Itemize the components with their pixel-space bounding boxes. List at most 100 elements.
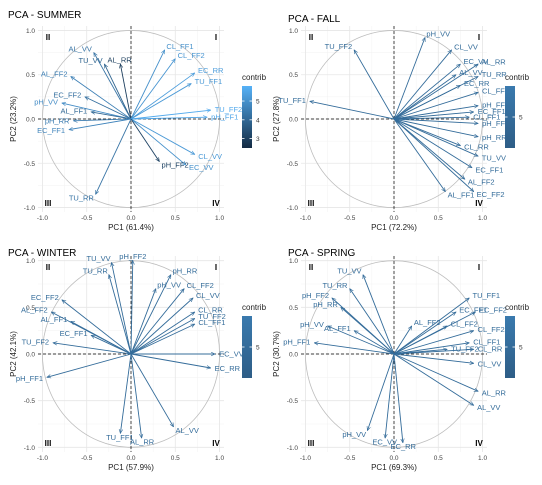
variable-arrow [104, 64, 132, 120]
y-tick-label: 1.0 [289, 28, 298, 35]
variable-arrow [112, 263, 132, 355]
variable-label: TU_VV [78, 56, 102, 65]
variable-label: TU_FF1 [106, 433, 134, 442]
variable-label: AL_RR [481, 57, 506, 66]
variable-label: EC_FF1 [459, 305, 487, 314]
quadrant-label: III [45, 439, 52, 448]
x-axis-title: PC1 (69.3%) [371, 463, 417, 472]
variable-label: CL_VV [198, 152, 222, 161]
variable-arrow [130, 353, 174, 427]
variable-label: EC_FF2 [479, 306, 507, 315]
variable-label: pH_FF2 [482, 119, 509, 128]
variable-arrow [85, 96, 132, 120]
variable-arrow [393, 75, 456, 120]
variable-arrow [130, 323, 195, 355]
variable-label: EC_FF2 [477, 190, 505, 199]
variable-label: TU_FF2 [451, 344, 479, 353]
y-tick-label: -1.0 [287, 445, 299, 452]
x-tick-label: 0.5 [434, 215, 443, 222]
x-tick-label: -0.5 [344, 215, 356, 222]
variable-label: TU_RR [322, 281, 348, 290]
variable-label: CL_FF1 [198, 318, 225, 327]
variable-arrow [393, 325, 447, 355]
quadrant-label: III [308, 439, 315, 448]
variable-label: CL_RR [464, 143, 489, 152]
variable-arrow [393, 38, 425, 120]
y-tick-label: -1.0 [287, 205, 299, 212]
variable-label: pH_VV [157, 280, 181, 289]
x-axis-title: PC1 (61.4%) [108, 223, 154, 232]
variable-label: AL_FF2 [414, 318, 441, 327]
variable-arrow [393, 331, 474, 355]
legend-colorbar [505, 86, 515, 148]
variable-label: TU_FF2 [325, 42, 353, 51]
y-tick-label: -1.0 [24, 445, 36, 452]
y-tick-label: 1.0 [26, 28, 35, 35]
variable-arrow [393, 64, 460, 120]
quadrant-label: II [46, 263, 50, 272]
panel-title: PCA - FALL [288, 14, 341, 25]
legend-colorbar [242, 86, 252, 148]
quadrant-label: I [215, 33, 217, 42]
variable-label: CL_FF1 [473, 338, 500, 347]
variable-arrow [130, 298, 193, 355]
variable-label: pH_RR [313, 300, 338, 309]
x-tick-label: -1.0 [300, 215, 312, 222]
variable-label: EC_FF1 [37, 126, 65, 135]
variable-arrow [130, 312, 195, 355]
variable-label: AL_VV [459, 68, 482, 77]
quadrant-label: II [46, 33, 50, 42]
y-axis-title: PC2 (30.7%) [272, 331, 281, 377]
legend-title: contrib [242, 73, 267, 82]
variable-label: TU_RR [69, 193, 95, 202]
variable-label: EC_VV [189, 163, 214, 172]
x-tick-label: -1.0 [37, 215, 49, 222]
quadrant-label: III [308, 199, 315, 208]
variable-label: pH_FF1 [16, 374, 43, 383]
variable-label: pH_FF2 [302, 291, 329, 300]
x-tick-label: -0.5 [344, 455, 356, 462]
x-tick-label: -1.0 [300, 455, 312, 462]
y-tick-label: 0.0 [26, 352, 35, 359]
variable-label: CL_RR [198, 305, 223, 314]
variable-label: pH_FF2 [119, 252, 146, 261]
y-axis-title: PC2 (27.8%) [272, 96, 281, 142]
variable-label: TU_FF2 [215, 105, 243, 114]
quadrant-label: I [478, 263, 480, 272]
quadrant-label: IV [475, 439, 483, 448]
legend-title: contrib [242, 303, 267, 312]
variable-arrow [393, 353, 478, 392]
variable-arrow [71, 76, 132, 120]
x-tick-label: -0.5 [81, 215, 93, 222]
variable-label: CL_FF1 [166, 42, 193, 51]
variable-arrow [393, 326, 412, 355]
panel-title: PCA - SPRING [288, 248, 355, 259]
variable-label: AL_FF1 [448, 190, 475, 199]
y-tick-label: -0.5 [287, 161, 299, 168]
variable-label: EC_FF1 [60, 329, 88, 338]
x-tick-label: 0.0 [126, 215, 135, 222]
variable-label: pH_RR [482, 133, 507, 142]
variable-label: CL_FF1 [473, 113, 500, 122]
variable-arrow [130, 289, 184, 355]
variable-arrow [385, 353, 395, 438]
variable-arrow [130, 118, 186, 165]
legend-tick-label: 5 [519, 115, 523, 122]
variable-arrow [130, 73, 195, 120]
panel-title: PCA - SUMMER [8, 10, 81, 21]
y-tick-label: 0.5 [289, 305, 298, 312]
y-tick-label: 0.0 [289, 352, 298, 359]
variable-label: EC_RR [464, 79, 490, 88]
x-tick-label: 0.0 [126, 455, 135, 462]
variable-arrow [393, 118, 478, 137]
y-tick-label: 1.0 [26, 258, 35, 265]
variable-arrow [393, 106, 478, 120]
variable-label: TU_FF1 [278, 96, 306, 105]
variable-label: AL_RR [482, 388, 507, 397]
variable-arrow [130, 84, 191, 120]
variable-arrow [53, 343, 132, 355]
variable-arrow [328, 325, 395, 355]
variable-label: AL_RR [130, 437, 155, 446]
x-axis-title: PC1 (72.2%) [371, 223, 417, 232]
